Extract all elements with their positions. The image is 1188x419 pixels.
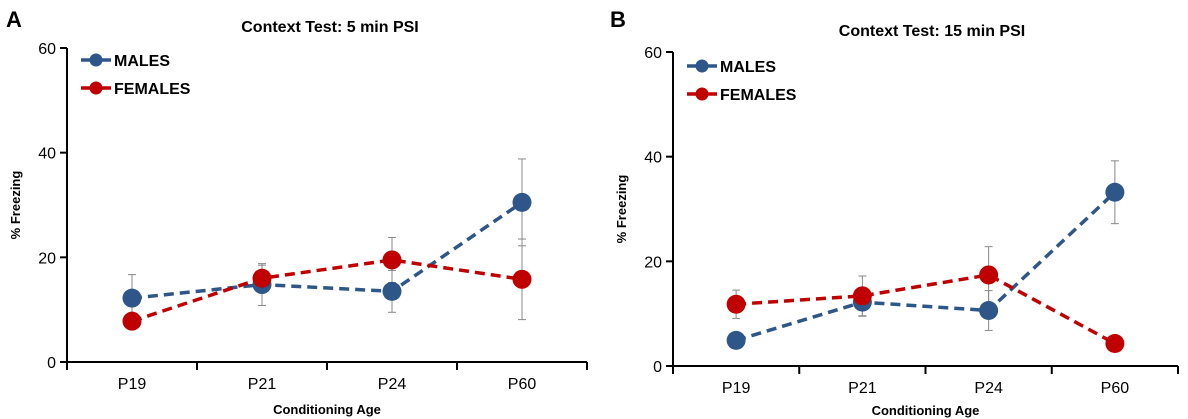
data-point-females xyxy=(252,268,272,288)
panel-letter: A xyxy=(6,7,22,32)
chart-title: Context Test: 15 min PSI xyxy=(839,23,1025,40)
data-point-males xyxy=(1105,182,1125,202)
data-point-females xyxy=(1105,333,1125,353)
series-line-females xyxy=(131,258,523,323)
y-tick-label: 20 xyxy=(38,250,56,267)
x-tick-label: P19 xyxy=(118,376,147,393)
data-point-males xyxy=(122,288,142,308)
data-point-females xyxy=(979,265,999,285)
y-tick-label: 60 xyxy=(644,45,662,62)
data-point-females xyxy=(382,250,402,270)
series-line-males xyxy=(735,190,1117,343)
chart-title: Context Test: 5 min PSI xyxy=(241,19,419,36)
y-axis-title: % Freezing xyxy=(8,171,23,240)
x-tick-label: P19 xyxy=(722,380,751,397)
data-point-females xyxy=(852,286,872,306)
x-axis-title: Conditioning Age xyxy=(273,402,381,417)
legend-label-females: FEMALES xyxy=(720,87,797,104)
data-point-males xyxy=(979,301,999,321)
y-tick-label: 40 xyxy=(38,146,56,163)
legend-label-males: MALES xyxy=(720,59,776,76)
series-line-males xyxy=(131,200,523,300)
y-axis-title: % Freezing xyxy=(614,175,629,244)
x-tick-label: P24 xyxy=(974,380,1003,397)
y-tick-label: 60 xyxy=(38,41,56,58)
x-tick-label: P24 xyxy=(378,376,407,393)
legend-marker-males xyxy=(89,53,103,67)
legend-label-females: FEMALES xyxy=(114,81,191,98)
legend-marker-males xyxy=(695,59,709,73)
series-line-females xyxy=(736,273,1116,346)
y-tick-label: 0 xyxy=(47,355,56,372)
data-point-males xyxy=(726,330,746,350)
legend-label-males: MALES xyxy=(114,53,170,70)
chart-panel-b: B Context Test: 15 min PSI 0 20 40 60 P19 P21 P2… xyxy=(610,7,1179,418)
x-tick-label: P21 xyxy=(848,380,877,397)
x-tick-label: P60 xyxy=(1101,380,1130,397)
chart-panel-a: A Context Test: 5 min PSI 0 20 40 60 P19 P21 P24… xyxy=(6,7,588,417)
y-tick-label: 40 xyxy=(644,150,662,167)
data-point-males xyxy=(512,192,532,212)
data-point-males xyxy=(382,281,402,301)
x-tick-label: P21 xyxy=(248,376,277,393)
legend-marker-females xyxy=(695,87,709,101)
panel-letter: B xyxy=(610,7,626,32)
x-tick-label: P60 xyxy=(508,376,537,393)
data-point-females xyxy=(512,269,532,289)
data-point-females xyxy=(726,294,746,314)
data-point-females xyxy=(122,311,142,331)
x-axis-title: Conditioning Age xyxy=(872,403,980,418)
legend-marker-females xyxy=(89,81,103,95)
y-tick-label: 20 xyxy=(644,254,662,271)
y-tick-label: 0 xyxy=(653,359,662,376)
